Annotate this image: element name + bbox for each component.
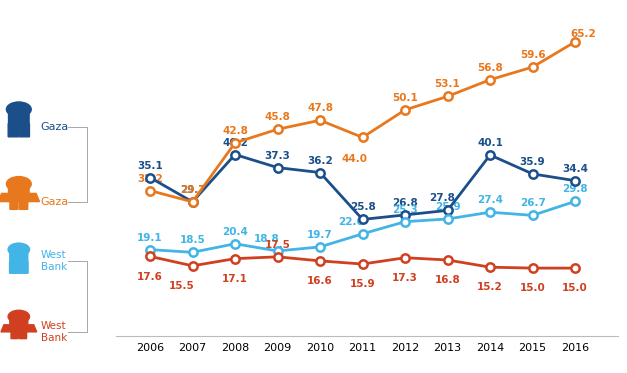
Text: West
Bank: West Bank xyxy=(41,250,67,272)
Text: 17.5: 17.5 xyxy=(265,240,290,250)
FancyBboxPatch shape xyxy=(10,201,18,209)
Circle shape xyxy=(6,176,31,191)
Text: West
Bank: West Bank xyxy=(41,321,67,343)
Text: 45.8: 45.8 xyxy=(265,112,290,122)
Text: 25.3: 25.3 xyxy=(392,205,418,215)
FancyBboxPatch shape xyxy=(19,262,28,273)
Text: 18.5: 18.5 xyxy=(179,235,206,245)
Text: 34.4: 34.4 xyxy=(562,164,588,174)
Circle shape xyxy=(8,310,29,323)
Text: 29.7: 29.7 xyxy=(179,185,206,195)
Text: 32.2: 32.2 xyxy=(137,173,163,184)
Text: 65.2: 65.2 xyxy=(571,29,596,39)
Text: 19.7: 19.7 xyxy=(307,230,333,240)
Text: 40.1: 40.1 xyxy=(477,138,503,148)
Text: 19.1: 19.1 xyxy=(137,233,163,243)
Text: 22.6: 22.6 xyxy=(339,217,364,227)
Text: 59.6: 59.6 xyxy=(520,50,545,60)
Text: 29.8: 29.8 xyxy=(562,184,588,194)
FancyBboxPatch shape xyxy=(10,317,28,325)
Text: 17.6: 17.6 xyxy=(137,272,163,282)
Polygon shape xyxy=(0,193,40,201)
Text: 35.1: 35.1 xyxy=(137,160,163,170)
Text: 27.8: 27.8 xyxy=(429,194,455,203)
Text: 20.4: 20.4 xyxy=(222,227,248,237)
FancyBboxPatch shape xyxy=(11,332,18,339)
FancyBboxPatch shape xyxy=(9,109,29,125)
Circle shape xyxy=(6,102,31,117)
Text: 47.8: 47.8 xyxy=(307,103,333,113)
Text: 15.0: 15.0 xyxy=(520,283,545,294)
Text: 15.0: 15.0 xyxy=(562,283,588,294)
Circle shape xyxy=(8,243,29,256)
Text: 37.3: 37.3 xyxy=(265,151,290,161)
FancyBboxPatch shape xyxy=(8,124,18,137)
Text: 36.2: 36.2 xyxy=(307,156,333,166)
Text: 40.2: 40.2 xyxy=(222,138,248,148)
Polygon shape xyxy=(1,325,36,332)
FancyBboxPatch shape xyxy=(9,184,29,194)
FancyBboxPatch shape xyxy=(9,262,19,273)
Text: 53.1: 53.1 xyxy=(435,79,460,90)
Text: 29.7: 29.7 xyxy=(179,185,206,195)
FancyBboxPatch shape xyxy=(19,124,29,137)
FancyBboxPatch shape xyxy=(19,201,28,209)
Text: 50.1: 50.1 xyxy=(392,93,418,103)
Text: 35.9: 35.9 xyxy=(520,157,545,167)
Text: 16.6: 16.6 xyxy=(307,276,333,286)
Text: 16.8: 16.8 xyxy=(435,275,460,285)
Text: 25.8: 25.8 xyxy=(350,203,376,213)
FancyBboxPatch shape xyxy=(10,250,28,263)
Text: 15.2: 15.2 xyxy=(477,282,503,292)
Text: 17.1: 17.1 xyxy=(222,274,248,284)
Text: 27.4: 27.4 xyxy=(477,195,503,205)
Text: 26.8: 26.8 xyxy=(392,198,418,208)
Text: 42.8: 42.8 xyxy=(222,126,248,136)
Text: 17.3: 17.3 xyxy=(392,273,418,283)
Text: 25.9: 25.9 xyxy=(435,202,460,212)
FancyBboxPatch shape xyxy=(19,332,26,339)
Text: 15.5: 15.5 xyxy=(169,281,194,291)
Text: 56.8: 56.8 xyxy=(477,63,503,73)
Text: 44.0: 44.0 xyxy=(341,154,367,164)
Text: Gaza: Gaza xyxy=(41,122,69,132)
Text: 15.9: 15.9 xyxy=(350,279,376,289)
Text: Gaza: Gaza xyxy=(41,197,69,207)
Text: 26.7: 26.7 xyxy=(520,198,545,209)
Text: 18.8: 18.8 xyxy=(253,234,279,244)
